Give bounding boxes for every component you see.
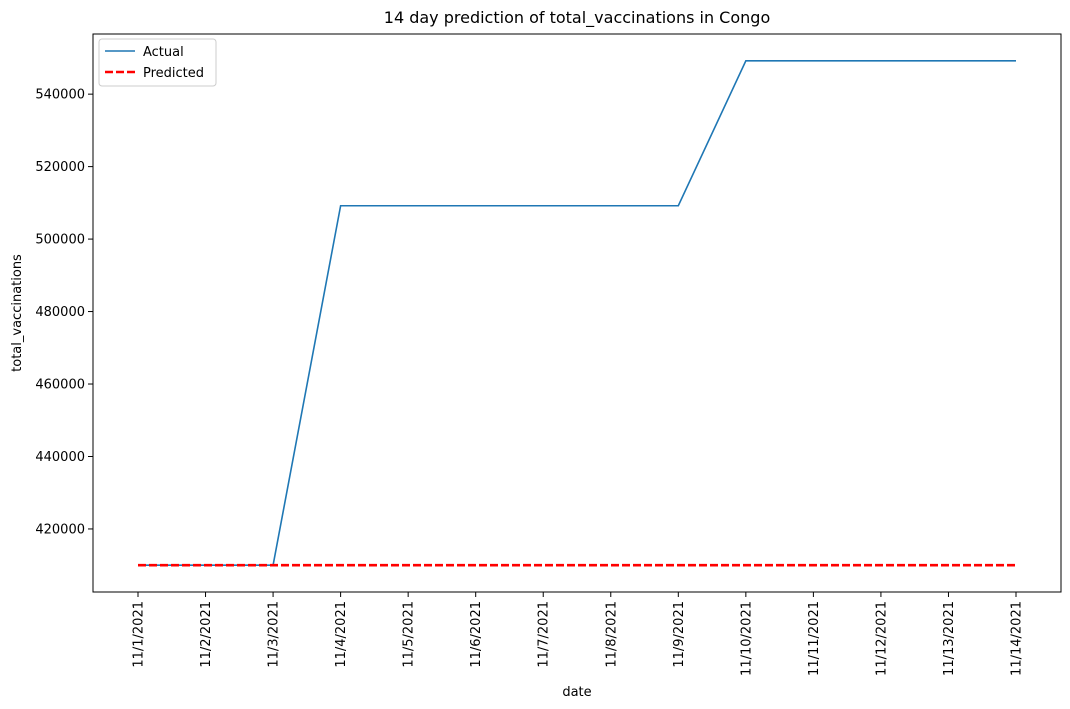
y-axis: 420000 440000 460000 480000 500000 520000 5400… — [35, 88, 93, 537]
x-tick-label: 11/6/2021 — [469, 601, 484, 668]
legend: Actual Predicted — [98, 38, 217, 87]
x-tick-label: 11/2/2021 — [199, 601, 214, 668]
x-axis: 11/1/2021 11/2/2021 11/3/2021 11/4/2021 11/5… — [132, 592, 1025, 676]
x-tick-label: 11/11/2021 — [807, 601, 822, 676]
legend-label-predicted: Predicted — [143, 66, 204, 81]
x-tick-label: 11/1/2021 — [132, 601, 147, 668]
y-tick-label: 480000 — [35, 305, 85, 320]
chart-title: 14 day prediction of total_vaccinations … — [384, 8, 770, 28]
y-tick-label: 420000 — [35, 522, 85, 537]
x-tick-label: 11/9/2021 — [672, 601, 687, 668]
y-tick-label: 540000 — [35, 88, 85, 103]
x-axis-label: date — [562, 685, 591, 700]
y-tick-label: 520000 — [35, 160, 85, 175]
y-tick-label: 460000 — [35, 378, 85, 393]
x-tick-label: 11/10/2021 — [739, 601, 754, 676]
y-tick-label: 440000 — [35, 450, 85, 465]
series-line-actual — [138, 60, 1016, 566]
x-tick-label: 11/12/2021 — [874, 601, 889, 676]
legend-label-actual: Actual — [143, 45, 184, 60]
x-tick-label: 11/8/2021 — [604, 601, 619, 668]
x-tick-label: 11/3/2021 — [267, 601, 282, 668]
series-layer — [138, 60, 1016, 567]
x-tick-label: 11/13/2021 — [942, 601, 957, 676]
y-tick-label: 500000 — [35, 233, 85, 248]
x-tick-label: 11/14/2021 — [1010, 601, 1025, 676]
plot-frame — [92, 33, 1062, 593]
x-tick-label: 11/4/2021 — [334, 601, 349, 668]
x-tick-label: 11/5/2021 — [402, 601, 417, 668]
x-tick-label: 11/7/2021 — [537, 601, 552, 668]
y-axis-label: total_vaccinations — [10, 254, 25, 372]
